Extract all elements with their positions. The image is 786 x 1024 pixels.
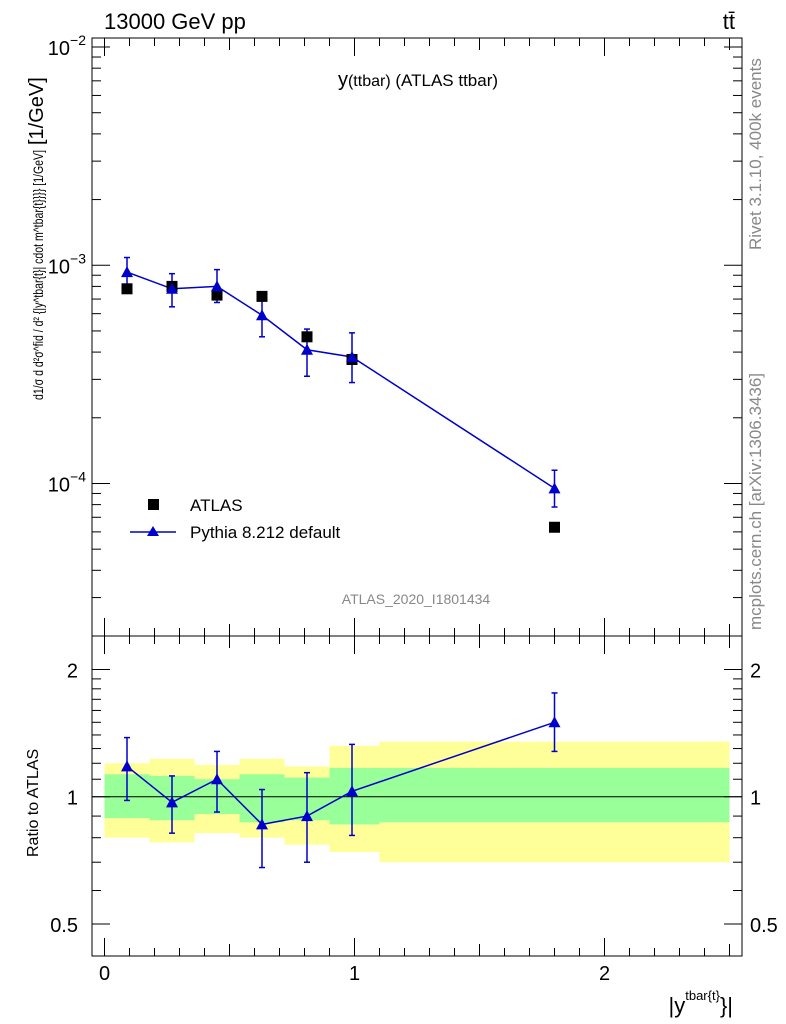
- ratio-pythia-point: [211, 773, 223, 785]
- legend-atlas-label: ATLAS: [190, 496, 243, 515]
- ratio-panel: 0.5 0.5 1 1 2 2 0 1 2 Ratio to ATLAS |ytbar{t}}|: [25, 635, 778, 1018]
- ratio-frame: [91, 635, 743, 957]
- legend-pythia-label: Pythia 8.212 default: [190, 523, 341, 542]
- ratio-ytick-label-right: 1: [750, 788, 761, 810]
- pythia-point: [211, 280, 223, 292]
- main-title-main: y: [338, 69, 348, 91]
- pythia-point: [256, 309, 268, 321]
- ratio-pythia-point: [121, 760, 133, 772]
- main-ylabel-formula: d1/σ d d²σ^fid / d² {|y^tbar{t}| cdot m^…: [30, 150, 46, 400]
- main-ytick-label: 10−2: [48, 32, 86, 60]
- main-ytick-base: 10: [48, 474, 70, 496]
- main-marks: [121, 256, 561, 533]
- main-ytick-label: 10−4: [48, 468, 86, 496]
- ratio-ytick-label-right: 0.5: [750, 915, 778, 937]
- ratio-band-inner: [379, 767, 730, 823]
- ratio-ytick-label-left: 1: [67, 788, 78, 810]
- ratio-ytick-label-left: 0.5: [50, 915, 78, 937]
- process-label: tt̄: [723, 9, 735, 34]
- energy-label: 13000 GeV pp: [104, 9, 246, 34]
- legend-atlas-marker: [148, 499, 159, 510]
- ratio-xtick-label: 0: [99, 963, 110, 985]
- ratio-pythia-point: [301, 810, 313, 822]
- main-title-rest: (ATLAS ttbar): [391, 71, 498, 90]
- ratio-xlabel: |ytbar{t}}|: [669, 988, 733, 1018]
- rivet-version-label: Rivet 3.1.10, 400k events: [746, 58, 765, 250]
- ratio-xtick-label: 2: [599, 963, 610, 985]
- pythia-point: [166, 282, 178, 294]
- atlas-point: [121, 283, 133, 295]
- main-axes: 10−410−310−2: [48, 32, 743, 637]
- atlas-point: [256, 290, 268, 302]
- ratio-xlabel-end: }|: [720, 993, 733, 1018]
- ratio-bands: [104, 741, 730, 863]
- atlas-point: [301, 331, 313, 343]
- main-ytick-exp: −4: [70, 468, 86, 484]
- main-title-sub: (ttbar): [348, 73, 391, 90]
- main-ytick-base: 10: [48, 256, 70, 278]
- ratio-ylabel: Ratio to ATLAS: [25, 749, 42, 857]
- pythia-line: [126, 271, 555, 489]
- ratio-xlabel-main: |y: [669, 993, 686, 1018]
- main-ytick-exp: −2: [70, 32, 86, 48]
- analysis-watermark: ATLAS_2020_I1801434: [342, 591, 491, 607]
- pythia-point: [301, 343, 313, 355]
- pythia-point: [121, 266, 133, 278]
- main-ytick-exp: −3: [70, 250, 86, 266]
- source-label: mcplots.cern.ch [arXiv:1306.3436]: [746, 373, 765, 630]
- ratio-ytick-label-left: 2: [67, 660, 78, 682]
- ratio-pythia-point: [256, 818, 268, 830]
- ratio-ytick-label-right: 2: [750, 660, 761, 682]
- ratio-pythia-point: [166, 796, 178, 808]
- atlas-point: [211, 289, 223, 301]
- ratio-xtick-label: 1: [349, 963, 360, 985]
- pythia-point: [346, 350, 358, 362]
- ratio-pythia-point: [548, 716, 561, 728]
- main-ytick-label: 10−3: [48, 250, 86, 278]
- ratio-xlabel-sup: tbar{t}: [685, 988, 720, 1003]
- main-ytick-base: 10: [48, 38, 70, 60]
- main-panel: 10−410−310−2 y(ttbar) (ATLAS ttbar) ATLA…: [26, 32, 743, 637]
- ratio-pythia-point: [346, 785, 358, 797]
- legend: ATLAS Pythia 8.212 default: [130, 496, 341, 542]
- main-title: y(ttbar) (ATLAS ttbar): [338, 69, 498, 91]
- ratio-axes: 0.5 0.5 1 1 2 2 0 1 2: [50, 635, 778, 985]
- main-frame: [91, 37, 743, 637]
- atlas-point: [549, 521, 560, 533]
- pythia-point: [548, 482, 561, 494]
- ratio-marks: [121, 692, 561, 869]
- legend-pythia-marker: [147, 526, 159, 536]
- main-ylabel: [1/GeV]: [26, 77, 48, 145]
